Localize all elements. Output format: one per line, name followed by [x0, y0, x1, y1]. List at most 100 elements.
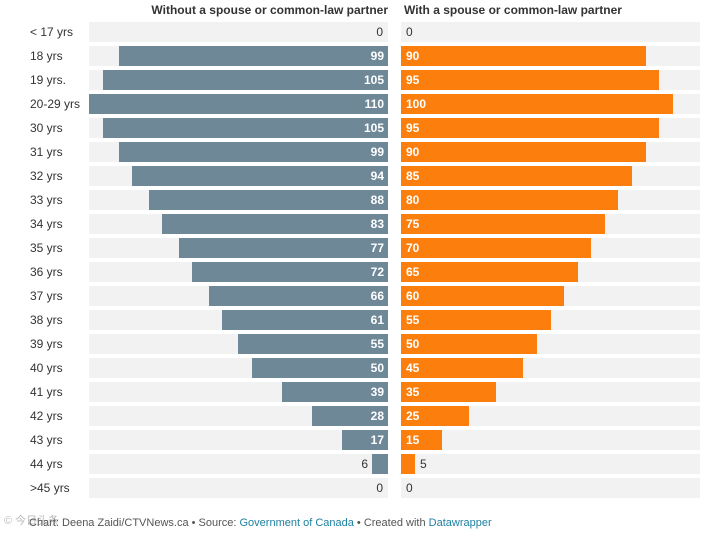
category-label: 33 yrs [30, 193, 63, 207]
chart-row: 37 yrs 66 60 [0, 286, 727, 306]
left-bar-track [89, 454, 388, 474]
left-value-label: 72 [370, 265, 384, 279]
left-bar [162, 214, 388, 234]
left-value-label: 28 [370, 409, 384, 423]
left-bar [238, 334, 388, 354]
right-bar [401, 46, 646, 66]
chart-row: 41 yrs 39 35 [0, 382, 727, 402]
chart-row: 42 yrs 28 25 [0, 406, 727, 426]
left-bar [103, 118, 388, 138]
left-bar-track [89, 430, 388, 450]
chart-row: 33 yrs 88 80 [0, 190, 727, 210]
category-label: 30 yrs [30, 121, 63, 135]
category-label: 32 yrs [30, 169, 63, 183]
chart-row: 19 yrs. 105 95 [0, 70, 727, 90]
left-bar [209, 286, 388, 306]
left-bar [179, 238, 388, 258]
left-value-label: 50 [370, 361, 384, 375]
right-value-label: 75 [406, 217, 420, 231]
right-bar [401, 118, 659, 138]
left-bar [222, 310, 388, 330]
left-bar [119, 46, 388, 66]
category-label: 19 yrs. [30, 73, 67, 87]
right-bar-track [401, 22, 700, 42]
right-series-header: With a spouse or common-law partner [404, 3, 622, 17]
right-value-label: 95 [406, 73, 420, 87]
chart-row: 40 yrs 50 45 [0, 358, 727, 378]
right-value-label: 25 [406, 409, 420, 423]
left-value-label: 77 [370, 241, 384, 255]
category-label: 34 yrs [30, 217, 63, 231]
category-label: >45 yrs [30, 481, 70, 495]
left-value-label: 6 [361, 457, 368, 471]
right-bar [401, 238, 591, 258]
category-label: 41 yrs [30, 385, 63, 399]
right-bar-track [401, 406, 700, 426]
chart-row: < 17 yrs 0 0 [0, 22, 727, 42]
right-bar-track [401, 430, 700, 450]
footer-mid: • Created with [353, 517, 429, 529]
left-bar [342, 430, 388, 450]
source-link[interactable]: Government of Canada [239, 517, 354, 529]
category-label: 36 yrs [30, 265, 63, 279]
right-value-label: 100 [406, 97, 427, 111]
category-label: 40 yrs [30, 361, 63, 375]
right-value-label: 85 [406, 169, 420, 183]
datawrapper-link[interactable]: Datawrapper [428, 517, 492, 529]
left-value-label: 17 [370, 433, 384, 447]
left-value-label: 61 [370, 313, 384, 327]
right-value-label: 95 [406, 121, 420, 135]
right-value-label: 50 [406, 337, 420, 351]
left-value-label: 99 [370, 49, 384, 63]
right-bar-track [401, 454, 700, 474]
right-value-label: 0 [406, 481, 413, 495]
chart-row: 35 yrs 77 70 [0, 238, 727, 258]
chart-row: 30 yrs 105 95 [0, 118, 727, 138]
left-bar [119, 142, 388, 162]
chart-row: 31 yrs 99 90 [0, 142, 727, 162]
category-label: 44 yrs [30, 457, 63, 471]
left-bar [372, 454, 388, 474]
left-bar [103, 70, 388, 90]
right-bar-track [401, 478, 700, 498]
left-bar [132, 166, 388, 186]
right-value-label: 55 [406, 313, 420, 327]
right-bar [401, 94, 673, 114]
right-value-label: 70 [406, 241, 420, 255]
chart-row: 38 yrs 61 55 [0, 310, 727, 330]
right-bar [401, 142, 646, 162]
right-bar [401, 166, 632, 186]
category-label: 38 yrs [30, 313, 63, 327]
right-bar [401, 430, 442, 450]
right-value-label: 5 [420, 457, 427, 471]
left-value-label: 94 [370, 169, 384, 183]
chart-row: 36 yrs 72 65 [0, 262, 727, 282]
category-label: 35 yrs [30, 241, 63, 255]
category-label: 42 yrs [30, 409, 63, 423]
category-label: 31 yrs [30, 145, 63, 159]
chart-row: 32 yrs 94 85 [0, 166, 727, 186]
right-value-label: 35 [406, 385, 420, 399]
right-bar [401, 406, 469, 426]
left-bar [282, 382, 388, 402]
category-label: 37 yrs [30, 289, 63, 303]
footer-credit: Chart: Deena Zaidi/CTVNews.ca • Source: [29, 517, 240, 529]
watermark: © 今日头条 [4, 515, 60, 527]
right-value-label: 45 [406, 361, 420, 375]
right-value-label: 60 [406, 289, 420, 303]
chart-row: 20-29 yrs 110 100 [0, 94, 727, 114]
left-value-label: 110 [364, 97, 384, 111]
right-bar [401, 286, 564, 306]
chart-row: 39 yrs 55 50 [0, 334, 727, 354]
left-value-label: 83 [370, 217, 384, 231]
left-bar [89, 94, 388, 114]
left-bar [252, 358, 388, 378]
category-label: 20-29 yrs [30, 97, 81, 111]
category-label: 43 yrs [30, 433, 63, 447]
right-value-label: 0 [406, 25, 413, 39]
category-label: 18 yrs [30, 49, 63, 63]
category-label: < 17 yrs [30, 25, 74, 39]
right-value-label: 80 [406, 193, 420, 207]
right-bar [401, 358, 523, 378]
right-bar [401, 214, 605, 234]
